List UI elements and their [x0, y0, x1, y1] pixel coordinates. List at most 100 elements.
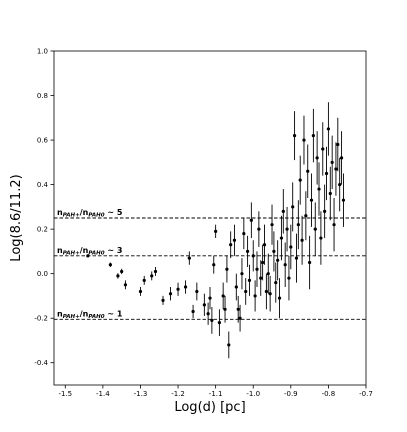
point-marker — [292, 134, 297, 138]
label-text: n — [57, 208, 63, 217]
point-marker — [247, 278, 252, 282]
point-marker — [334, 167, 338, 171]
data-point — [292, 111, 297, 161]
point-marker — [212, 263, 216, 267]
point-marker — [221, 294, 225, 298]
data-point — [208, 287, 212, 310]
point-marker — [261, 260, 265, 265]
point-marker — [245, 249, 250, 253]
data-point — [334, 142, 338, 196]
point-marker — [300, 238, 304, 242]
data-point — [236, 295, 240, 323]
point-marker — [298, 178, 302, 182]
point-marker — [202, 303, 206, 307]
point-marker — [317, 187, 321, 191]
point-marker — [176, 287, 180, 291]
data-point — [242, 218, 246, 250]
data-point — [229, 231, 233, 259]
point-marker — [214, 229, 218, 233]
point-marker — [309, 198, 314, 202]
data-point — [309, 173, 314, 227]
point-marker — [108, 263, 112, 267]
data-point — [268, 275, 272, 312]
point-marker — [161, 298, 165, 302]
data-point — [206, 302, 210, 325]
point-marker — [319, 236, 323, 240]
point-marker — [168, 292, 173, 296]
point-marker — [138, 289, 143, 294]
data-point — [304, 191, 308, 241]
data-point — [257, 211, 261, 247]
point-marker — [276, 258, 280, 262]
data-point — [338, 157, 342, 212]
data-point — [339, 131, 344, 185]
data-point — [116, 273, 120, 279]
data-point — [289, 224, 293, 270]
point-marker — [321, 147, 325, 151]
label-subscript: PAH0 — [88, 250, 104, 256]
data-point — [298, 155, 302, 205]
x-tick-label: -1.0 — [246, 390, 260, 398]
data-point — [142, 275, 146, 285]
data-point — [296, 200, 300, 250]
point-marker — [195, 289, 199, 294]
point-marker — [232, 238, 237, 242]
label-text: n — [57, 309, 63, 318]
point-marker — [306, 169, 310, 173]
data-point — [341, 173, 346, 227]
data-point — [283, 242, 287, 288]
data-point — [161, 295, 165, 305]
point-marker — [86, 254, 90, 258]
point-marker — [283, 263, 287, 267]
x-axis-ticks: -1.5 -1.4 -1.3 -1.2 -1.1 -1.0 -0.9 -0.8 -0.7 — [58, 385, 373, 398]
data-point — [214, 224, 218, 239]
plot-frame — [53, 50, 367, 386]
point-marker — [291, 205, 295, 209]
point-marker — [264, 289, 268, 294]
point-marker — [272, 249, 276, 253]
data-point — [187, 251, 191, 265]
point-marker — [338, 183, 342, 187]
point-marker — [315, 156, 319, 160]
x-tick-label: -1.3 — [134, 390, 148, 398]
data-point — [251, 240, 255, 272]
y-axis-title: Log(8.6/11.2) — [9, 174, 24, 261]
data-point — [308, 235, 312, 290]
data-point — [328, 166, 332, 221]
point-marker — [289, 245, 293, 249]
point-marker — [296, 223, 300, 227]
data-point — [306, 144, 310, 198]
data-point — [300, 215, 304, 265]
point-marker — [313, 227, 317, 231]
label-subscript: PAH0 — [88, 213, 104, 219]
data-point — [332, 197, 336, 252]
point-marker — [270, 223, 274, 227]
x-tick-label: -1.1 — [209, 390, 223, 398]
x-tick-label: -0.8 — [322, 390, 336, 398]
y-tick-label: 0.4 — [37, 181, 49, 189]
point-marker — [285, 227, 289, 231]
data-point — [326, 102, 331, 156]
data-point — [277, 278, 282, 319]
data-point — [210, 307, 214, 334]
data-point — [291, 182, 295, 232]
x-tick-label: -0.9 — [284, 390, 298, 398]
data-point — [253, 280, 257, 312]
data-point — [315, 131, 319, 185]
point-marker — [323, 209, 327, 213]
data-point — [212, 255, 216, 274]
data-point — [240, 258, 244, 290]
point-marker — [208, 296, 212, 300]
data-point — [259, 260, 263, 296]
data-point — [232, 224, 237, 256]
data-point — [138, 287, 143, 296]
label-text: n — [57, 246, 63, 255]
data-point — [227, 331, 231, 359]
point-marker — [304, 214, 308, 218]
data-points — [86, 102, 346, 359]
data-point — [311, 108, 315, 163]
data-point — [120, 268, 124, 275]
